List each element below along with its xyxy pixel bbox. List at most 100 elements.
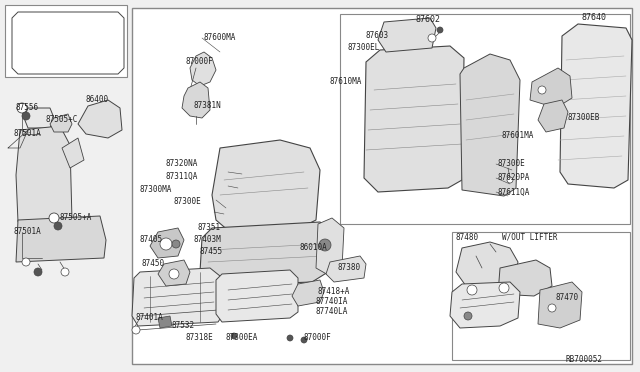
Text: 87000F: 87000F: [304, 334, 332, 343]
Circle shape: [499, 283, 509, 293]
Text: 87351: 87351: [198, 224, 221, 232]
Text: 87300EA: 87300EA: [226, 334, 259, 343]
Polygon shape: [158, 316, 172, 328]
Text: 87300EB: 87300EB: [568, 113, 600, 122]
Text: 87505+C: 87505+C: [46, 115, 78, 125]
Text: 87620PA: 87620PA: [497, 173, 529, 183]
Polygon shape: [378, 18, 436, 52]
Polygon shape: [200, 222, 330, 286]
Text: 87600MA: 87600MA: [204, 33, 236, 42]
Text: 87455: 87455: [200, 247, 223, 257]
Polygon shape: [212, 140, 320, 232]
Polygon shape: [456, 242, 518, 288]
Circle shape: [169, 269, 179, 279]
Circle shape: [172, 240, 180, 248]
Bar: [5, 5, 127, 77]
Polygon shape: [364, 46, 464, 192]
Circle shape: [22, 112, 30, 120]
Circle shape: [301, 337, 307, 343]
Circle shape: [231, 333, 237, 339]
Circle shape: [61, 268, 69, 276]
Text: 87380: 87380: [338, 263, 361, 273]
Circle shape: [437, 27, 443, 33]
Text: 87300MA: 87300MA: [140, 186, 172, 195]
Circle shape: [467, 285, 477, 295]
Bar: [132, 8, 632, 364]
Polygon shape: [538, 100, 568, 132]
Polygon shape: [450, 282, 520, 328]
Polygon shape: [12, 12, 124, 74]
Bar: [56, 24, 64, 30]
Text: 87401A: 87401A: [136, 314, 164, 323]
Bar: [452, 232, 630, 360]
Text: 87300EL: 87300EL: [348, 44, 380, 52]
Text: 87405: 87405: [140, 235, 163, 244]
Circle shape: [17, 103, 27, 113]
Polygon shape: [460, 54, 520, 196]
Polygon shape: [498, 260, 552, 296]
Polygon shape: [216, 270, 298, 322]
Circle shape: [428, 34, 436, 42]
Circle shape: [22, 258, 30, 266]
Circle shape: [54, 222, 62, 230]
Polygon shape: [182, 82, 210, 118]
Bar: [340, 14, 630, 224]
Circle shape: [507, 177, 513, 183]
Polygon shape: [150, 228, 184, 258]
Polygon shape: [16, 126, 72, 222]
Circle shape: [538, 86, 546, 94]
Text: 87611QA: 87611QA: [497, 187, 529, 196]
Bar: [30, 22, 65, 44]
Text: 87470: 87470: [556, 294, 579, 302]
Text: 87381N: 87381N: [194, 102, 221, 110]
Text: 87556: 87556: [16, 103, 39, 112]
Text: 87480: 87480: [456, 232, 479, 241]
Polygon shape: [190, 52, 216, 86]
Bar: [68, 22, 103, 44]
Polygon shape: [24, 108, 54, 128]
Circle shape: [34, 268, 42, 276]
Polygon shape: [316, 218, 344, 276]
Text: 87311QA: 87311QA: [166, 171, 198, 180]
Text: RB700052: RB700052: [566, 356, 603, 365]
Text: 87300E: 87300E: [497, 160, 525, 169]
Text: 87320NA: 87320NA: [166, 160, 198, 169]
Polygon shape: [16, 216, 106, 262]
Text: 87505+A: 87505+A: [60, 214, 92, 222]
Text: 86010A: 86010A: [300, 244, 328, 253]
Text: 87300E: 87300E: [174, 198, 202, 206]
Text: 87602: 87602: [415, 16, 440, 25]
Text: 87418+A: 87418+A: [318, 288, 350, 296]
Polygon shape: [560, 24, 632, 188]
Text: 87601MA: 87601MA: [502, 131, 534, 141]
Bar: [30, 36, 65, 44]
Polygon shape: [132, 268, 222, 326]
Circle shape: [160, 238, 172, 250]
Polygon shape: [530, 68, 572, 108]
Polygon shape: [50, 114, 72, 132]
Polygon shape: [78, 100, 122, 138]
Polygon shape: [292, 280, 324, 306]
Polygon shape: [538, 282, 582, 328]
Circle shape: [49, 213, 59, 223]
Bar: [30, 48, 103, 64]
Text: 87501A: 87501A: [14, 129, 42, 138]
Circle shape: [287, 335, 293, 341]
Text: 87318E: 87318E: [186, 334, 214, 343]
Text: 87740LA: 87740LA: [316, 308, 348, 317]
Text: 87740IA: 87740IA: [316, 298, 348, 307]
Polygon shape: [326, 256, 366, 282]
Text: W/OUT LIFTER: W/OUT LIFTER: [502, 232, 557, 241]
Circle shape: [319, 239, 331, 251]
Text: 87603: 87603: [365, 32, 388, 41]
Circle shape: [464, 312, 472, 320]
Circle shape: [132, 326, 140, 334]
Text: 87640: 87640: [582, 13, 607, 22]
Circle shape: [548, 304, 556, 312]
Text: 87000F: 87000F: [185, 58, 212, 67]
Text: 87532: 87532: [172, 321, 195, 330]
Text: 87501A: 87501A: [14, 228, 42, 237]
Text: 87610MA: 87610MA: [330, 77, 362, 87]
Text: 87403M: 87403M: [194, 235, 221, 244]
Text: 86400: 86400: [86, 96, 109, 105]
